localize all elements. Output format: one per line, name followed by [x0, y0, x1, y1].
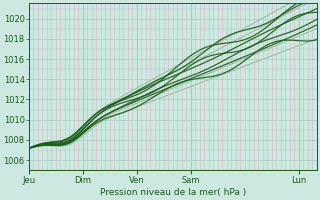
X-axis label: Pression niveau de la mer( hPa ): Pression niveau de la mer( hPa )	[100, 188, 246, 197]
